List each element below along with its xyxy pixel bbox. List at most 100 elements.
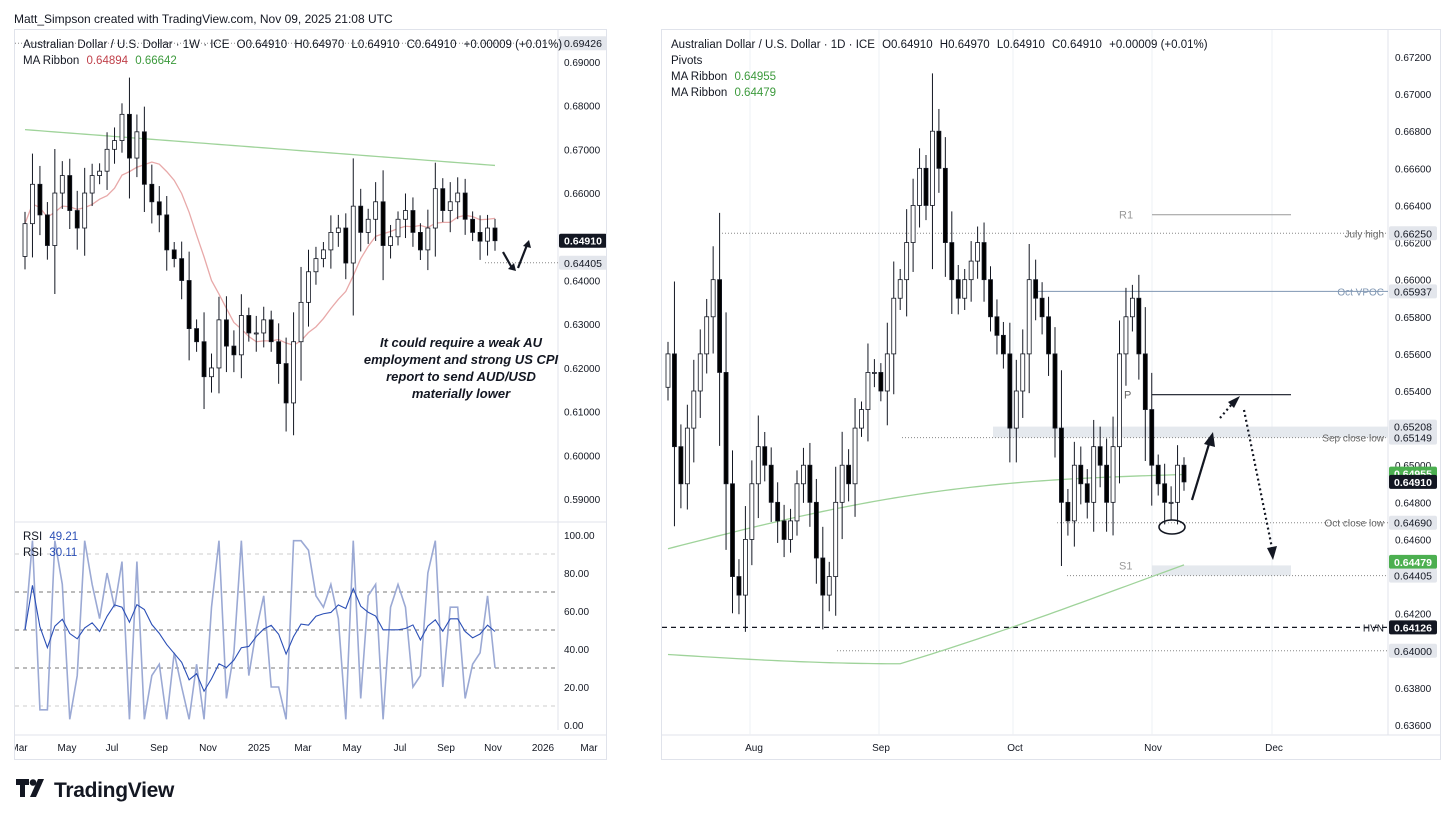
weekly-candle [216,319,222,369]
hvn-label: HVN [1363,623,1384,634]
daily-price-badge: 0.64405 [1394,571,1432,583]
daily-price-badge-bg [1389,620,1437,635]
daily-candle [794,483,800,522]
daily-candle [678,446,684,485]
daily-price-tick: 0.63800 [1395,684,1432,695]
daily-price-tick: 0.64200 [1395,610,1432,621]
daily-candle [981,242,987,281]
weekly-candle [246,315,252,334]
daily-price-badge: 0.64690 [1394,518,1432,530]
weekly-title: Australian Dollar / U.S. Dollar · 1W · I… [23,39,230,51]
daily-change: +0.00009 (+0.01%) [1109,39,1208,51]
weekly-price-badge: 0.64405 [564,258,602,270]
daily-candle [781,520,787,540]
daily-ma-label-2: MA Ribbon [671,87,728,99]
tradingview-logo[interactable]: TradingView [16,779,174,803]
s1-label: S1 [1119,560,1132,572]
daily-candle [1039,297,1045,318]
weekly-candle [306,271,311,303]
daily-candle [1013,390,1019,429]
daily-candle [768,464,774,503]
daily-candle [1104,464,1110,503]
weekly-price-badge-bg [559,255,606,270]
daily-candle [975,242,981,262]
daily-price-badge-bg [1389,643,1437,658]
daily-price-tick: 0.66800 [1395,127,1432,138]
weekly-candle [335,227,341,233]
weekly-candle [380,201,386,246]
weekly-down-arrow [502,251,513,269]
weekly-candle [432,188,438,229]
weekly-candle [462,192,468,220]
july-high-label: July high [1345,229,1384,240]
weekly-candle [492,227,498,242]
daily-price-badge-bg [1389,515,1437,530]
weekly-candle [141,131,147,185]
daily-candle [730,483,735,577]
weekly-price-tick: 0.66000 [564,189,601,200]
weekly-candle [388,236,393,246]
daily-candle [833,501,839,577]
daily-candle [994,316,1000,336]
weekly-candle [410,210,416,233]
daily-candle [736,576,742,596]
daily-price-tick: 0.67200 [1395,53,1432,64]
weekly-time-label: Jul [106,743,119,754]
weekly-candle [194,328,199,343]
oct-vpoc-label: Oct VPOC [1337,287,1384,298]
daily-candle [871,372,877,374]
daily-candle [1052,353,1058,429]
daily-candle [684,427,690,485]
weekly-price-tick: 0.61000 [564,408,601,419]
weekly-time-label: Sep [437,743,455,754]
rsi-label-2: RSI [23,547,43,559]
weekly-candle [470,218,476,233]
daily-price-badge: 0.64000 [1394,646,1432,658]
daily-chart-svg[interactable]: 0.67200 0.67000 0.66800 0.66600 0.66400 0.662… [662,30,1440,759]
daily-candle [749,483,755,540]
daily-candle [891,297,897,355]
weekly-candle [477,231,483,242]
weekly-chart-panel[interactable]: 0.690000.680000.670000.660000.650000.640… [14,29,607,760]
weekly-candle [417,231,423,251]
daily-candle [1168,501,1174,504]
daily-candle [723,372,729,485]
weekly-candle [283,363,289,404]
daily-candle [820,557,826,596]
daily-candle [1136,297,1142,355]
daily-up-arrow [1190,443,1211,501]
daily-candle [1149,409,1155,466]
rsi-slow-line [24,585,496,693]
weekly-price-badge-bg [559,36,606,51]
weekly-candle [186,280,192,329]
weekly-candle [44,214,50,246]
daily-open: O0.64910 [882,39,933,51]
weekly-candle [52,192,58,246]
weekly-candle [425,227,431,251]
daily-candle [1181,464,1187,483]
daily-candle [988,279,993,318]
pivot-label: P [1124,390,1131,402]
rsi-tick: 80.00 [564,569,589,580]
weekly-change: +0.00009 (+0.01%) [463,39,563,51]
daily-price-badge-bg [1389,554,1437,569]
tradingview-wordmark: TradingView [54,779,175,802]
daily-candle [1084,483,1090,503]
weekly-candle [403,210,408,220]
daily-candle [807,464,813,503]
sep-close-low-label: Sep close low [1322,434,1384,445]
weekly-candle [321,249,326,260]
daily-candle [955,279,961,299]
daily-candle [697,353,703,392]
weekly-candle [253,332,259,335]
daily-candle [710,279,716,318]
weekly-candle [358,205,364,233]
daily-candle [1129,297,1135,318]
daily-price-badge-bg [1389,284,1437,299]
weekly-time-label: Mar [15,743,28,754]
daily-candle [672,353,677,448]
daily-title: Australian Dollar / U.S. Dollar · 1D · I… [671,39,875,51]
weekly-chart-svg[interactable]: 0.690000.680000.670000.660000.650000.640… [15,30,606,759]
daily-chart-panel[interactable]: 0.67200 0.67000 0.66800 0.66600 0.66400 0.662… [661,29,1441,760]
daily-candle [884,353,890,392]
